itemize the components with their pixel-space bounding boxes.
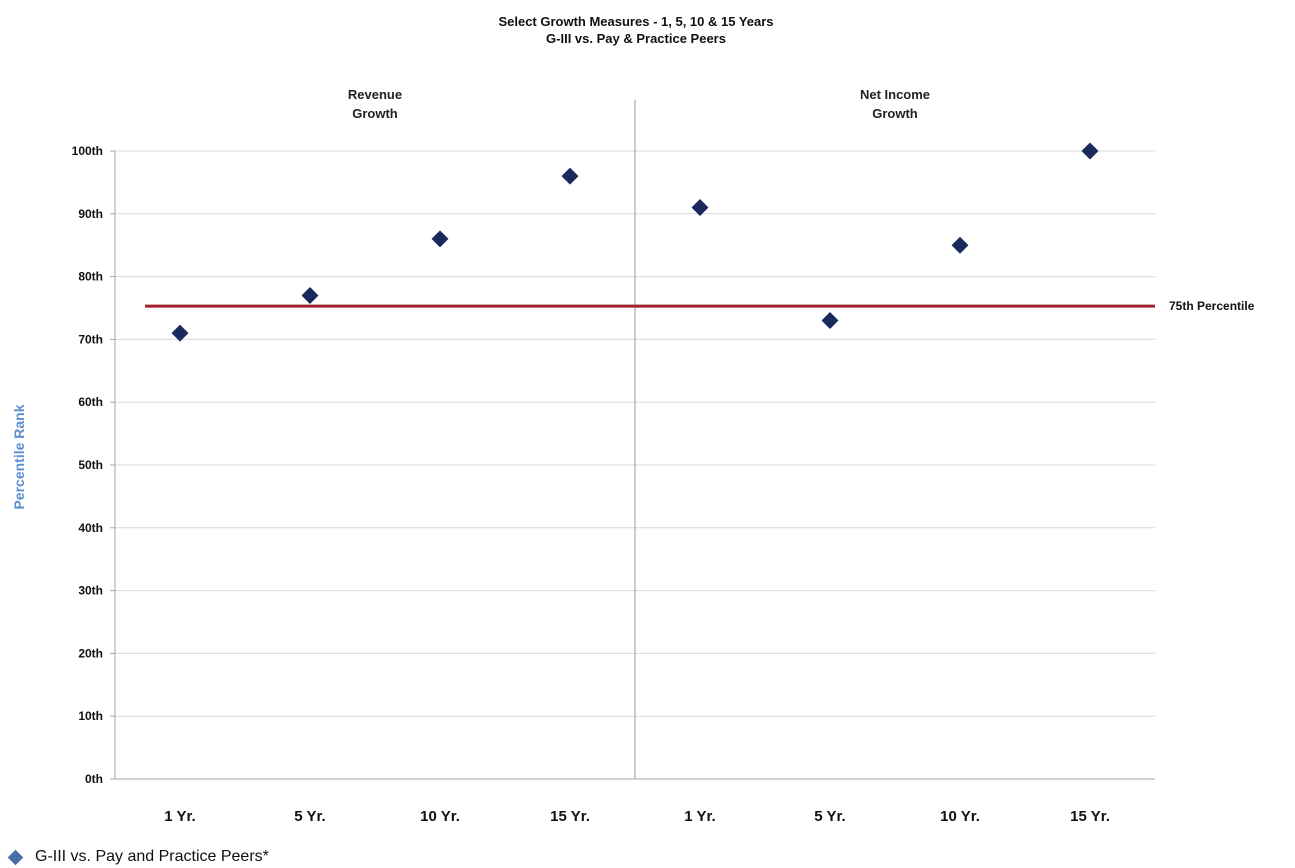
data-point xyxy=(302,287,319,304)
data-point xyxy=(952,237,969,254)
y-tick-label: 0th xyxy=(85,772,103,786)
data-point xyxy=(432,230,449,247)
group-labels: Revenue Growth Net Income Growth xyxy=(348,87,930,121)
legend: G-III vs. Pay and Practice Peers* xyxy=(6,846,269,868)
x-tick-label: 10 Yr. xyxy=(940,808,980,825)
y-tick-label: 60th xyxy=(78,395,103,409)
chart-subtitle: G-III vs. Pay & Practice Peers xyxy=(546,31,726,46)
group-label: Revenue xyxy=(348,87,402,102)
x-tick-label: 1 Yr. xyxy=(684,808,715,825)
x-tick-label: 10 Yr. xyxy=(420,808,460,825)
group-label: Net Income xyxy=(860,87,930,102)
y-tick-label: 80th xyxy=(78,270,103,284)
y-axis-label: Percentile Rank xyxy=(11,404,27,509)
y-tick-label: 100th xyxy=(72,144,103,158)
y-tick-label: 10th xyxy=(78,709,103,723)
chart-title: Select Growth Measures - 1, 5, 10 & 15 Y… xyxy=(498,14,773,29)
group-label: Growth xyxy=(352,106,398,121)
y-tick-label: 30th xyxy=(78,584,103,598)
y-tick-label: 40th xyxy=(78,521,103,535)
x-tick-label: 5 Yr. xyxy=(294,808,325,825)
axes xyxy=(110,100,1155,779)
x-tick-label: 15 Yr. xyxy=(1070,808,1110,825)
x-tick-label: 15 Yr. xyxy=(550,808,590,825)
x-tick-label: 5 Yr. xyxy=(814,808,845,825)
x-tick-label: 1 Yr. xyxy=(164,808,195,825)
group-label: Growth xyxy=(872,106,918,121)
legend-marker xyxy=(8,849,24,865)
y-tick-label: 50th xyxy=(78,458,103,472)
y-tick-label: 90th xyxy=(78,207,103,221)
y-tick-label: 20th xyxy=(78,646,103,660)
legend-label: G-III vs. Pay and Practice Peers* xyxy=(35,848,269,866)
data-point xyxy=(562,168,579,185)
data-point xyxy=(822,312,839,329)
y-tick-label: 70th xyxy=(78,332,103,346)
reference-line-label: 75th Percentile xyxy=(1169,299,1255,313)
data-point xyxy=(1082,143,1099,160)
